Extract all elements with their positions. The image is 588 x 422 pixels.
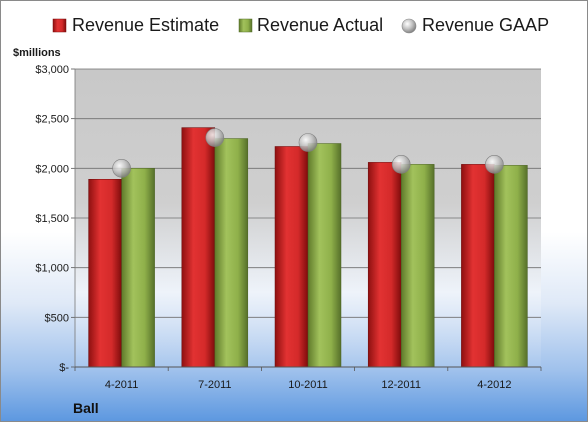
bar-revenue-actual [494, 165, 528, 368]
y-tick-label: $2,500 [35, 114, 69, 126]
x-tick-label: 10-2011 [288, 379, 328, 391]
marker-revenue-gaap [205, 128, 225, 147]
plot-area [71, 68, 542, 371]
legend-label-estimate: Revenue Estimate [72, 15, 219, 35]
legend-label-gaap: Revenue GAAP [422, 15, 549, 35]
bar-revenue-actual [121, 168, 155, 368]
y-tick-label: $1,000 [35, 263, 69, 275]
bar-revenue-actual [307, 143, 342, 368]
marker-revenue-gaap [112, 159, 131, 178]
legend-swatch-gaap [401, 18, 417, 34]
bar-revenue-estimate [461, 164, 495, 368]
y-tick-label: $2,000 [35, 163, 69, 175]
bar-revenue-estimate [367, 162, 402, 368]
y-tick-label: $3,000 [35, 64, 69, 76]
legend-item-revenue-actual[interactable]: Revenue Actual [238, 15, 383, 35]
legend-swatch-actual [238, 18, 253, 33]
company-label: Ball [73, 400, 99, 416]
y-axis-ticks: $3,000 $2,500 $2,000 $1,500 $1,000 $500 $- [35, 64, 69, 374]
legend-label-actual: Revenue Actual [257, 15, 383, 35]
x-tick-label: 4-2011 [105, 379, 138, 391]
y-tick-label: $500 [45, 312, 69, 324]
marker-revenue-gaap [391, 155, 411, 174]
y-axis-unit-label: $millions [13, 47, 61, 59]
x-tick-label: 7-2011 [198, 379, 231, 391]
legend-item-revenue-gaap[interactable]: Revenue GAAP [401, 15, 549, 35]
marker-revenue-gaap [485, 155, 504, 174]
x-tick-label: 12-2011 [381, 379, 421, 391]
x-axis-ticks: 4-2011 7-2011 10-2011 12-2011 4-2012 [105, 379, 512, 391]
legend: Revenue Estimate Revenue Actual Revenue … [52, 15, 549, 35]
legend-item-revenue-estimate[interactable]: Revenue Estimate [52, 15, 219, 35]
x-tick-label: 4-2012 [477, 379, 511, 391]
bar-revenue-estimate [274, 146, 309, 368]
bar-revenue-actual [214, 138, 249, 368]
bar-revenue-actual [400, 164, 435, 368]
bar-revenue-estimate [181, 127, 216, 368]
y-tick-label: $1,500 [35, 213, 69, 225]
bar-revenue-estimate [88, 179, 122, 368]
y-tick-label: $- [59, 362, 69, 374]
marker-revenue-gaap [298, 133, 318, 152]
legend-swatch-estimate [52, 18, 67, 33]
